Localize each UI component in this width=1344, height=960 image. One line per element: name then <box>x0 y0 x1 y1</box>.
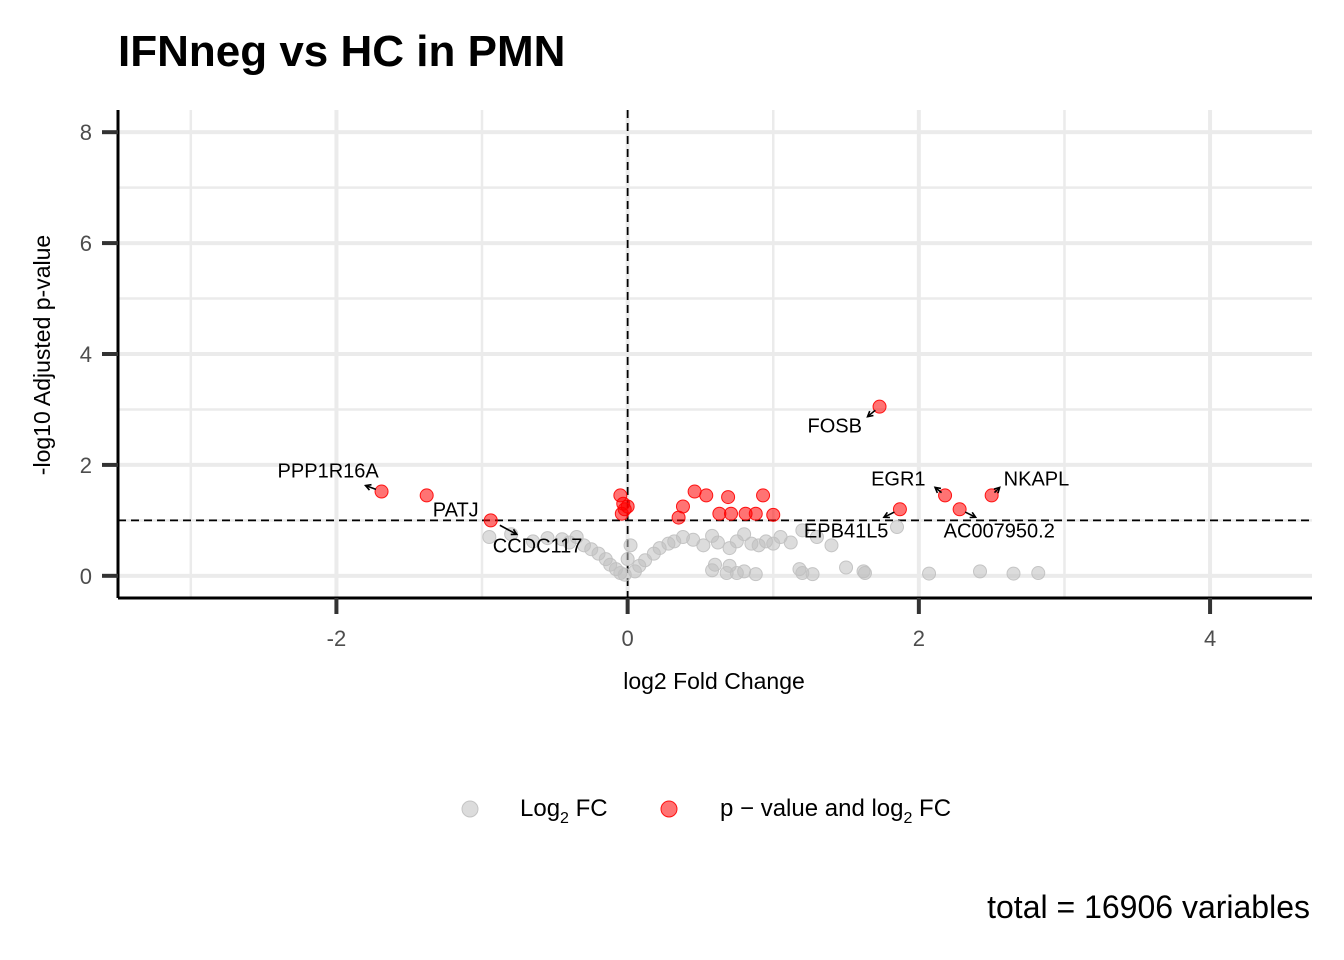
point-ns <box>525 534 540 549</box>
y-tick-label: 0 <box>80 564 92 589</box>
label-arrow <box>964 511 976 518</box>
series-ns-points <box>482 520 1046 582</box>
label-arrow <box>867 409 876 418</box>
point-ns <box>805 567 820 582</box>
point-ns <box>623 538 638 553</box>
point-ns <box>857 566 872 581</box>
point-sig <box>756 488 771 503</box>
point-sig <box>724 506 739 521</box>
gene-labels: FOSB PPP1R16A PATJ CCDC117 EGR1 NKAPL EPB41L5 A… <box>278 416 1070 558</box>
point-ns <box>737 564 752 579</box>
legend-key-sig <box>660 800 678 818</box>
x-tick-label: 2 <box>913 626 925 651</box>
chart-title: IFNneg vs HC in PMN <box>118 27 565 76</box>
point-ns <box>1006 566 1021 581</box>
point-ns <box>809 530 824 544</box>
grid <box>118 110 1312 598</box>
gene-label: EGR1 <box>871 468 925 490</box>
gene-label: EPB41L5 <box>804 520 889 542</box>
x-tick-label: 4 <box>1204 626 1216 651</box>
point-sig <box>721 490 736 505</box>
point-sig <box>419 488 434 503</box>
point-ns <box>1031 566 1046 581</box>
legend-label-sig: p − value and log2 FC <box>720 795 951 827</box>
x-axis-title: log2 Fold Change <box>623 668 805 694</box>
label-arrow-head <box>363 483 372 491</box>
label-arrow-head <box>933 486 942 494</box>
label-arrow-head <box>993 486 1001 494</box>
legend: Log2 FC p − value and log2 FC <box>461 795 951 827</box>
point-sig <box>374 484 389 499</box>
point-ns <box>696 538 711 553</box>
point-sig <box>952 502 967 517</box>
legend-key-ns <box>461 800 479 818</box>
label-arrow <box>499 524 518 536</box>
point-ns <box>783 535 798 550</box>
point-ns <box>737 527 752 542</box>
label-arrow-head <box>882 511 890 519</box>
y-tick-label: 4 <box>80 342 92 367</box>
label-arrow-head <box>969 511 978 519</box>
point-sig <box>766 507 781 522</box>
point-ns <box>824 538 839 553</box>
series-sig-points <box>374 399 999 528</box>
point-ns <box>890 520 905 535</box>
axes <box>102 110 1312 614</box>
point-sig <box>483 513 498 528</box>
label-arrow <box>883 511 895 518</box>
y-axis-title: -log10 Adjusted p-value <box>29 235 55 475</box>
point-ns <box>540 531 555 546</box>
point-ns <box>482 530 497 544</box>
point-sig <box>872 399 887 414</box>
y-tick-label: 8 <box>80 120 92 145</box>
y-tick-label: 2 <box>80 453 92 478</box>
caption: total = 16906 variables <box>987 889 1310 925</box>
point-sig <box>699 488 714 503</box>
label-arrow-head <box>866 410 874 418</box>
gene-label: AC007950.2 <box>944 520 1055 542</box>
point-ns <box>620 552 635 567</box>
x-tick-label: 0 <box>622 626 634 651</box>
label-arrows <box>363 409 1001 536</box>
point-sig <box>675 499 690 514</box>
point-ns <box>973 564 988 579</box>
label-arrow-head <box>510 528 519 536</box>
legend-label-ns: Log2 FC <box>520 795 608 827</box>
gene-label: PATJ <box>433 499 479 521</box>
gene-label: NKAPL <box>1004 468 1070 490</box>
point-ns <box>710 535 725 550</box>
point-ns <box>922 566 937 581</box>
gene-label: PPP1R16A <box>278 461 380 483</box>
label-arrow <box>365 484 377 491</box>
gene-label: FOSB <box>808 416 862 438</box>
gene-label: CCDC117 <box>493 535 583 557</box>
point-sig <box>614 506 629 521</box>
tick-labels: -2 0 2 4 0 2 4 6 8 <box>80 120 1216 651</box>
point-ns <box>795 523 810 538</box>
x-tick-label: -2 <box>327 626 347 651</box>
point-sig <box>748 506 763 521</box>
point-sig <box>712 506 727 521</box>
point-ns <box>748 567 763 582</box>
point-sig <box>892 502 907 517</box>
point-sig <box>687 484 702 499</box>
point-ns <box>839 560 854 575</box>
y-tick-label: 6 <box>80 231 92 256</box>
point-ns <box>705 563 720 578</box>
